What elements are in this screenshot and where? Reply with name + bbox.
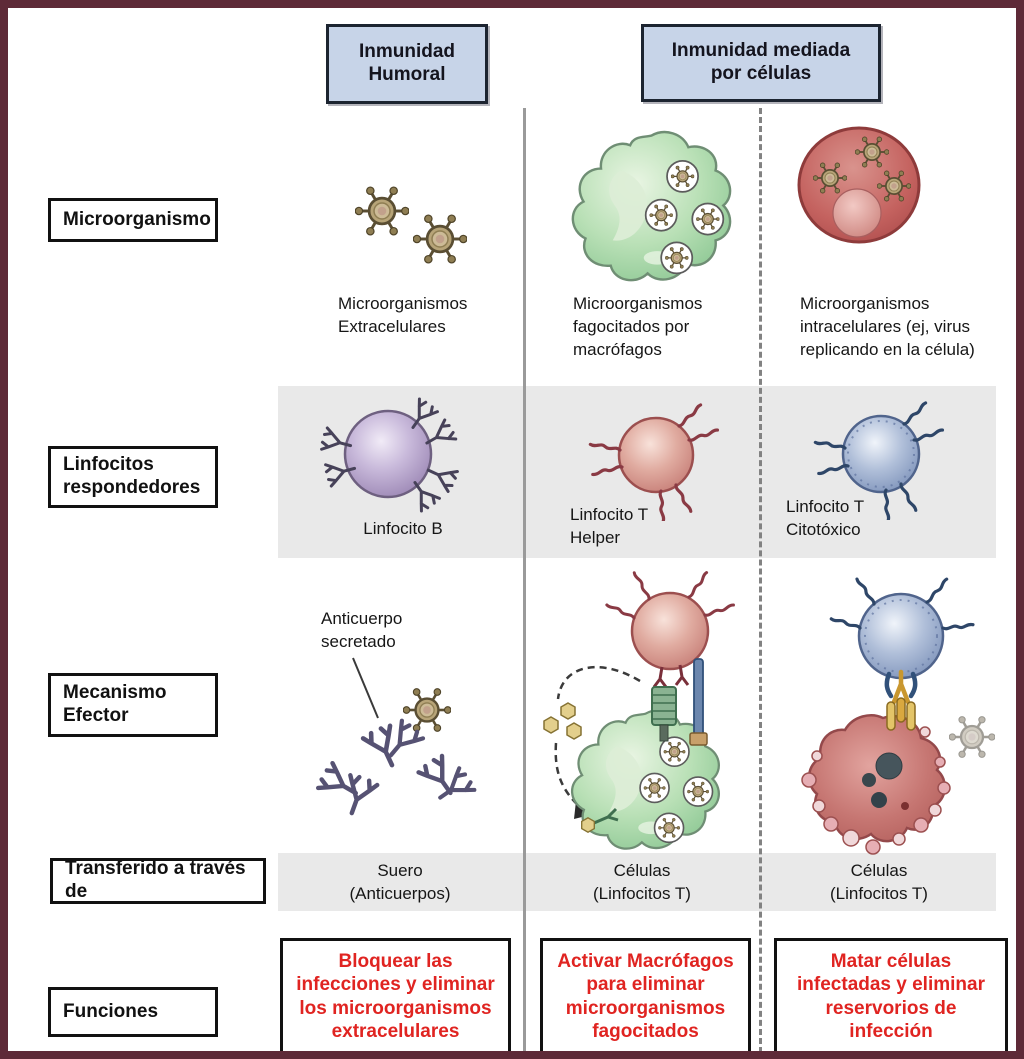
caption-microorganism-col1: Microorganismos Extracelulares <box>338 294 468 336</box>
caption-lymphocyte-col1: Linfocito B <box>363 519 443 538</box>
cytotoxic-t-cell-icon <box>813 399 945 520</box>
caption-microorganism-col3: Microorganismos intracelulares (ej, viru… <box>800 294 975 359</box>
row-label-effector-mechanism: Mecanismo Efector <box>48 673 218 737</box>
cytokine-icon <box>543 702 582 740</box>
caption-lymphocyte-col2: Linfocito T Helper <box>570 505 649 547</box>
row-label-microorganism: Microorganismo <box>48 198 218 242</box>
caption-lymphocyte-col3: Linfocito T Citotóxico <box>786 497 865 539</box>
function-box-col3: Matar células infectadas y eliminar rese… <box>774 938 1008 1051</box>
apoptotic-cell-icon <box>801 714 951 855</box>
divider-solid <box>523 108 526 1051</box>
caption-microorganism-col2: Microorganismos fagocitados por macrófag… <box>573 294 703 359</box>
row-label-responding-lymphocytes: Linfocitos respondedores <box>48 446 218 508</box>
caption-transfer-col3: Células (Linfocitos T) <box>830 861 928 903</box>
caption-transfer-col1: Suero (Anticuerpos) <box>349 861 451 903</box>
effector-macrophage-activation-illustration <box>543 569 736 855</box>
effector-ctl-killing-illustration <box>801 575 995 855</box>
row-label-transferred-by: Transferido a través de <box>50 858 266 904</box>
header-humoral-immunity: Inmunidad Humoral <box>326 24 488 104</box>
divider-dashed <box>759 108 762 1051</box>
row-label-functions: Funciones <box>48 987 218 1037</box>
antibody-icon <box>298 657 513 826</box>
microbe-icon <box>355 185 467 265</box>
header-cell-mediated-immunity: Inmunidad mediada por células <box>641 24 881 102</box>
helper-t-cell-icon <box>588 401 720 521</box>
caption-transfer-col2: Células (Linfocitos T) <box>593 861 691 903</box>
infected-cell-icon <box>797 126 921 244</box>
b-cell-icon <box>319 396 460 514</box>
macrophage-icon <box>564 122 739 287</box>
function-box-col1: Bloquear las infecciones y eliminar los … <box>280 938 511 1051</box>
band-transfer-row <box>278 853 996 911</box>
function-box-col2: Activar Macrófagos para eliminar microor… <box>540 938 751 1051</box>
caption-effector-col1: Anticuerpo secretado <box>321 609 403 651</box>
